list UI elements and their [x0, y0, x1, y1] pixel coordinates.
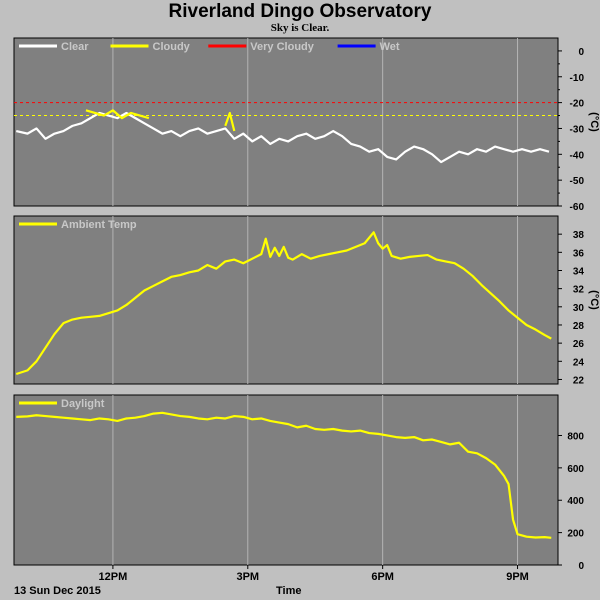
page-title: Riverland Dingo Observatory — [168, 1, 432, 22]
date-label: 13 Sun Dec 2015 — [14, 585, 101, 597]
series-line-ambient-temp — [15, 231, 552, 376]
y-tick-label: -20 — [570, 99, 585, 110]
x-tick-label: 12PM — [99, 571, 128, 583]
chart-panel-ambient: 22 24 26 28 30 32 34 36 38 (°C) Ambient Temp — [13, 215, 600, 386]
y-tick-label: 24 — [573, 357, 585, 368]
y-tick-label: 800 — [567, 431, 584, 442]
y-tick-label: -60 — [570, 202, 585, 213]
x-tick-label: 3PM — [236, 571, 259, 583]
chart-panel-daylight: 0 200 400 600 800 Daylight 12PM 3PM 6PM 9PM — [13, 394, 584, 583]
legend-label: Cloudy — [153, 41, 191, 53]
y-tick-label: 36 — [573, 248, 585, 259]
legend-label: Ambient Temp — [61, 219, 137, 231]
plot-area — [13, 394, 559, 566]
y-tick-label: 200 — [567, 529, 584, 540]
y-tick-label: -50 — [570, 176, 585, 187]
y-tick-label: 22 — [573, 375, 585, 386]
y-tick-label: 30 — [573, 303, 585, 314]
y-tick-label: 600 — [567, 464, 584, 475]
x-axis-label: Time — [276, 585, 302, 597]
y-tick-label: 400 — [567, 496, 584, 507]
series-line-daylight — [16, 411, 552, 539]
y-tick-label: -30 — [570, 124, 585, 135]
y-tick-label: -10 — [570, 73, 585, 84]
legend-label: Daylight — [61, 398, 105, 410]
y-tick-label: 26 — [573, 339, 585, 350]
x-tick-label: 9PM — [506, 571, 529, 583]
legend-label: Wet — [380, 41, 400, 53]
y-tick-label: 0 — [578, 47, 584, 58]
series-line-cloudy — [85, 109, 150, 120]
plot-area — [13, 215, 559, 385]
series-line-clear — [16, 111, 550, 164]
y-tick-label: -40 — [570, 150, 585, 161]
y-axis-label: (°C) — [588, 290, 600, 310]
y-tick-label: 38 — [573, 230, 585, 241]
y-tick-label: 34 — [573, 266, 585, 277]
series-line-cloudy — [224, 111, 236, 132]
chart-panel-sky: 0 -10 -20 -30 -40 -50 -60 (°C) Clear Cloudy Very C… — [13, 37, 600, 213]
y-tick-label: 28 — [573, 321, 585, 332]
sky-status: Sky is Clear. — [270, 22, 330, 34]
x-tick-label: 6PM — [371, 571, 394, 583]
plot-area — [13, 37, 559, 207]
y-tick-label: 0 — [578, 561, 584, 572]
y-axis-label: (°C) — [588, 112, 600, 132]
legend-label: Clear — [61, 41, 89, 53]
legend-label: Very Cloudy — [250, 41, 314, 53]
y-tick-label: 32 — [573, 285, 585, 296]
